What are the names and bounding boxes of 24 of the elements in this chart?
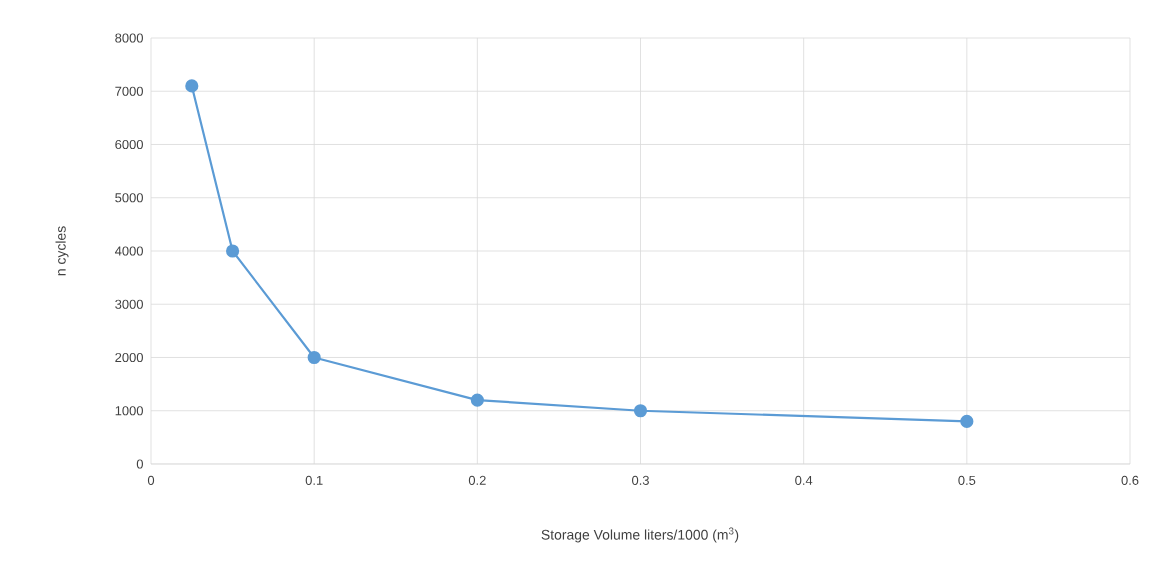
y-tick-label: 3000 (115, 299, 143, 309)
y-axis-title: n cycles (55, 226, 69, 276)
x-tick-label: 0 (147, 475, 155, 485)
point (633, 404, 648, 418)
y-tick-label: 0 (136, 459, 143, 469)
y-tick-label: 7000 (115, 86, 143, 96)
y-tick-label: 4000 (114, 246, 143, 256)
x-axis-title: Storage Volume liters/1000 (m$^{3}$) (541, 527, 739, 543)
point (960, 414, 974, 428)
point (226, 244, 240, 258)
y-tick-label: 2000 (115, 352, 143, 363)
point (185, 79, 199, 93)
x-tick-label: 0.2 (468, 475, 486, 485)
point (470, 393, 484, 407)
y-tick-label: 8000 (115, 33, 143, 43)
y-tick-label: 5000 (115, 193, 143, 203)
y-tick-label: 6000 (115, 139, 143, 150)
y-tick-label: 1000 (115, 406, 143, 416)
x-tick-label: 0.6 (1121, 475, 1139, 485)
point (307, 350, 321, 365)
x-tick-label: 0.5 (958, 475, 976, 485)
x-tick-label: 0.3 (632, 475, 649, 485)
x-tick-label: 0.1 (305, 475, 323, 485)
x-tick-label: 0.4 (795, 475, 813, 485)
